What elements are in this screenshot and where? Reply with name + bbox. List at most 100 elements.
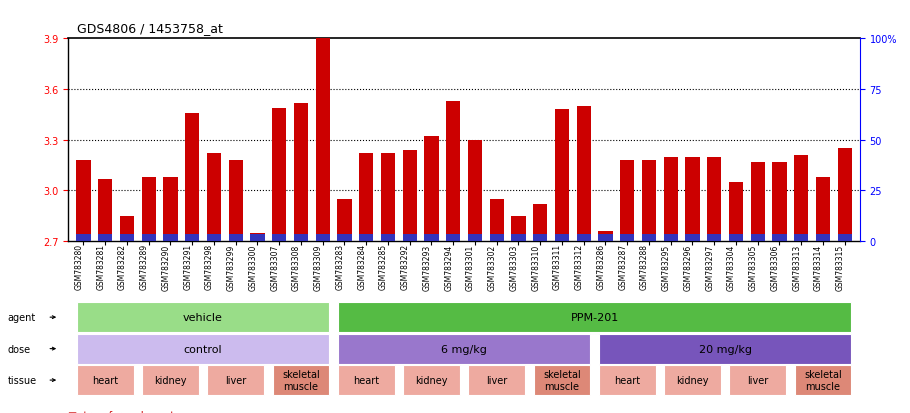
Text: GSM783296: GSM783296 [683,244,693,290]
Text: GSM783301: GSM783301 [466,244,475,290]
Bar [794,156,808,242]
Text: GSM783309: GSM783309 [314,244,323,290]
Text: GSM783307: GSM783307 [270,244,279,290]
Text: vehicle: vehicle [183,312,223,323]
Bar [642,235,656,242]
Text: GSM783281: GSM783281 [96,244,106,290]
Text: GSM783289: GSM783289 [140,244,148,290]
Bar [468,140,482,242]
Text: GSM783288: GSM783288 [640,244,649,290]
Bar [642,161,656,242]
Text: tissue: tissue [7,375,36,385]
Bar [620,161,634,242]
Bar [120,235,134,242]
Bar [120,216,134,242]
Bar [402,235,417,242]
Text: GSM783283: GSM783283 [336,244,345,290]
Text: GSM783291: GSM783291 [183,244,192,290]
Bar [272,108,287,242]
Bar [228,235,243,242]
Text: GSM783295: GSM783295 [662,244,671,290]
Bar [446,235,460,242]
Bar [663,235,678,242]
Bar [751,235,764,242]
Bar [250,235,265,242]
Text: skeletal
muscle: skeletal muscle [282,369,319,391]
Bar [142,178,156,242]
Bar [685,157,700,242]
Text: 20 mg/kg: 20 mg/kg [699,344,752,354]
Bar [98,235,112,242]
Text: GSM783298: GSM783298 [205,244,214,290]
Text: GSM783300: GSM783300 [248,244,258,290]
Bar [316,235,329,242]
Text: GSM783280: GSM783280 [75,244,84,290]
Text: liver: liver [747,375,768,385]
Text: GSM783311: GSM783311 [553,244,562,290]
Bar [338,235,351,242]
Text: GSM783285: GSM783285 [379,244,388,290]
Text: kidney: kidney [676,375,709,385]
Text: agent: agent [7,312,35,323]
Text: GSM783292: GSM783292 [400,244,410,290]
Bar [446,102,460,242]
Text: GSM783312: GSM783312 [575,244,583,290]
Text: kidney: kidney [154,375,187,385]
Bar [511,235,526,242]
Bar [794,235,808,242]
Bar [577,107,591,242]
Bar [555,110,569,242]
Bar [707,157,722,242]
Bar [490,235,504,242]
Text: 6 mg/kg: 6 mg/kg [441,344,487,354]
Text: liver: liver [486,375,508,385]
Bar [424,137,439,242]
Bar [533,235,547,242]
Bar [729,183,743,242]
Bar [272,235,287,242]
Text: GSM783282: GSM783282 [118,244,127,290]
Text: GSM783297: GSM783297 [705,244,714,290]
Text: GSM783305: GSM783305 [749,244,758,290]
Text: heart: heart [353,375,379,385]
Text: GSM783303: GSM783303 [510,244,519,290]
Bar [533,204,547,242]
Text: control: control [184,344,222,354]
Bar [381,154,395,242]
Bar [773,162,786,242]
Text: GSM783286: GSM783286 [596,244,605,290]
Text: GSM783302: GSM783302 [488,244,497,290]
Text: heart: heart [92,375,118,385]
Bar [599,232,612,242]
Bar [707,235,722,242]
Bar [250,233,265,242]
Bar [838,235,852,242]
Bar [816,178,830,242]
Text: GSM783306: GSM783306 [771,244,780,290]
Text: GSM783313: GSM783313 [793,244,801,290]
Text: skeletal
muscle: skeletal muscle [543,369,581,391]
Text: GSM783299: GSM783299 [227,244,236,290]
Text: dose: dose [7,344,30,354]
Text: GSM783315: GSM783315 [835,244,844,290]
Text: GSM783293: GSM783293 [422,244,431,290]
Bar [424,235,439,242]
Bar [751,162,764,242]
Bar [76,161,90,242]
Bar [511,216,526,242]
Bar [294,235,308,242]
Bar [685,235,700,242]
Bar [294,103,308,242]
Text: kidney: kidney [415,375,448,385]
Bar [338,199,351,242]
Text: PPM-201: PPM-201 [571,312,619,323]
Text: heart: heart [614,375,641,385]
Bar [185,235,199,242]
Text: GSM783284: GSM783284 [358,244,366,290]
Text: GSM783308: GSM783308 [292,244,301,290]
Bar [76,235,90,242]
Bar [663,157,678,242]
Bar [490,199,504,242]
Bar [381,235,395,242]
Bar [402,150,417,242]
